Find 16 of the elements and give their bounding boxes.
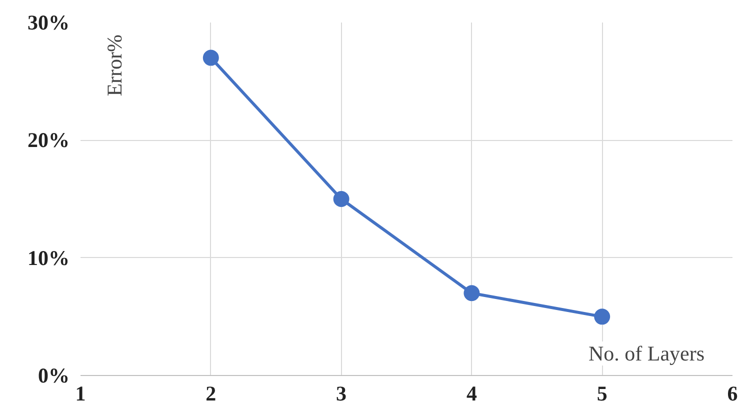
y-axis-title: Error% <box>102 34 126 96</box>
x-tick-label: 4 <box>466 382 478 406</box>
point <box>202 50 219 66</box>
x-tick-label: 1 <box>75 382 86 406</box>
x-tick-label: 2 <box>206 382 216 406</box>
point <box>333 191 350 207</box>
x-tick-label: 5 <box>596 382 608 406</box>
y-tick-label: 30% <box>28 10 70 34</box>
x-tick-label: 6 <box>727 382 738 406</box>
y-tick-label: 20% <box>28 128 70 152</box>
y-tick-label: 0% <box>38 364 70 388</box>
point <box>464 285 480 302</box>
y-tick-label: 10% <box>28 246 70 270</box>
point <box>594 308 610 325</box>
x-axis-title: No. of Layers <box>588 342 705 366</box>
x-tick-label: 3 <box>336 382 347 406</box>
